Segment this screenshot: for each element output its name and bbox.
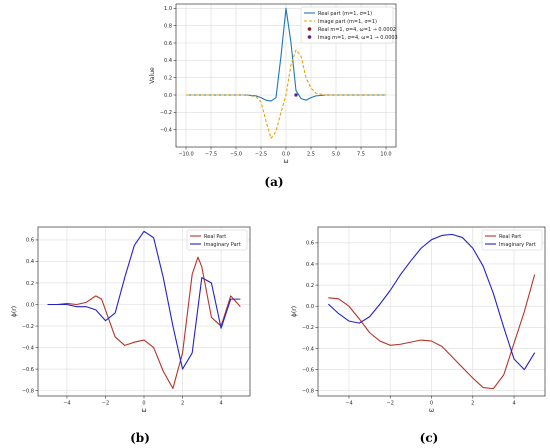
series-line-1	[47, 256, 241, 390]
legend-box	[186, 229, 248, 251]
y-tick-label: 0.8	[164, 23, 172, 29]
chart-panel-c: −4 −2 0 2 4 −0.8 −0.6 −0.4 −0.2 0.0 0.2 0.4 0.6 ω ϕ(r)…	[291, 226, 546, 414]
x-axis-label: ω	[141, 407, 146, 414]
legend-entry: Imag m=1, σ=4, ω=1 → 0.0003	[318, 35, 398, 41]
y-tick-label: 0.0	[306, 304, 314, 310]
y-tick-label: 0.0	[26, 302, 34, 308]
legend: Real Part Imaginary Part	[481, 229, 543, 251]
x-tick-label: −4	[63, 401, 70, 407]
x-tick-label: 2.5	[307, 152, 315, 158]
y-tick-label: 0.4	[164, 58, 172, 64]
y-tick-label: −0.8	[22, 388, 34, 394]
legend-entry: Real Part	[499, 234, 521, 240]
y-tick-label: 0.2	[164, 75, 172, 81]
x-tick-label: −5.0	[230, 152, 242, 158]
y-tick-label: −0.4	[302, 346, 314, 352]
y-tick-label: 0.0	[164, 93, 172, 99]
legend-entry: Imaginary Part	[204, 242, 241, 248]
x-tick-label: 0.0	[282, 152, 290, 158]
legend-swatch	[307, 35, 312, 39]
series-line-2	[47, 230, 241, 370]
y-axis-label: ϕ(r)	[11, 306, 18, 317]
x-axis-label: ω	[429, 407, 434, 414]
x-tick-label: 4	[512, 401, 515, 407]
panel-label-a: (a)	[264, 175, 283, 189]
legend-entry: Real m=1, σ=4, ω=1 → 0.0002	[318, 27, 396, 33]
legend: Real Part Imaginary Part	[186, 229, 248, 251]
series-line-2	[327, 233, 536, 371]
x-axis-label: ω	[283, 158, 288, 165]
x-tick-label: −4	[345, 401, 352, 407]
legend-swatch	[307, 27, 312, 31]
x-tick-label: 2	[471, 401, 474, 407]
y-tick-label: 1.0	[164, 6, 172, 12]
y-tick-label: −0.6	[22, 367, 34, 373]
x-tick-label: 2	[181, 401, 184, 407]
plot-frame	[317, 226, 546, 397]
y-tick-label: 0.6	[164, 41, 172, 47]
legend-entry: Image part (m=1, σ=1)	[318, 19, 377, 25]
y-tick-label: −0.2	[22, 324, 34, 330]
series-line-1	[328, 274, 536, 390]
x-tick-label: 5.0	[332, 152, 340, 158]
panel-label-b: (b)	[130, 431, 150, 445]
y-tick-label: −0.4	[160, 127, 172, 133]
y-tick-label: 0.4	[26, 259, 34, 265]
y-tick-label: 0.4	[306, 262, 314, 268]
legend: Real part (m=1, σ=1) Image part (m=1, σ=1…	[300, 6, 398, 44]
legend-entry: Imaginary Part	[499, 242, 536, 248]
y-tick-label: −0.4	[22, 345, 34, 351]
y-tick-label: −0.6	[302, 367, 314, 373]
y-tick-label: 0.2	[306, 283, 314, 289]
x-tick-label: 4	[219, 401, 222, 407]
plot-frame	[175, 3, 397, 148]
data-point-2	[294, 93, 298, 97]
legend-entry: Real part (m=1, σ=1)	[318, 11, 372, 17]
y-axis-label: Value	[149, 67, 156, 84]
y-tick-label: −0.8	[302, 389, 314, 395]
x-tick-label: −2.5	[255, 152, 267, 158]
plot-frame	[37, 226, 251, 397]
y-tick-label: 0.2	[26, 281, 34, 287]
x-tick-label: 10.0	[380, 152, 391, 158]
x-tick-label: −10.0	[178, 152, 193, 158]
chart-panel-a: −10.0 −7.5 −5.0 −2.5 0.0 2.5 5.0 7.5 10.0 −0.4 −0.…	[149, 3, 398, 165]
legend-entry: Real Part	[204, 234, 226, 240]
x-tick-label: 0	[430, 401, 433, 407]
y-tick-label: 0.6	[26, 238, 34, 244]
x-tick-label: −7.5	[205, 152, 217, 158]
series-line-1	[186, 7, 386, 102]
legend-box	[481, 229, 543, 251]
y-axis-label: ϕ(r)	[291, 306, 298, 317]
y-tick-label: −0.2	[160, 110, 172, 116]
x-tick-label: 0	[142, 401, 145, 407]
x-tick-label: −2	[102, 401, 109, 407]
legend-box	[300, 6, 394, 44]
chart-panel-b: −4 −2 0 2 4 −0.8 −0.6 −0.4 −0.2 0.0 0.2 0.4 0.6 ω ϕ(r)…	[11, 226, 251, 414]
y-tick-label: −0.2	[302, 325, 314, 331]
panel-label-c: (c)	[420, 431, 439, 445]
x-tick-label: −2	[387, 401, 394, 407]
y-tick-label: 0.6	[306, 241, 314, 247]
series-line-2	[186, 49, 386, 139]
x-tick-label: 7.5	[357, 152, 365, 158]
